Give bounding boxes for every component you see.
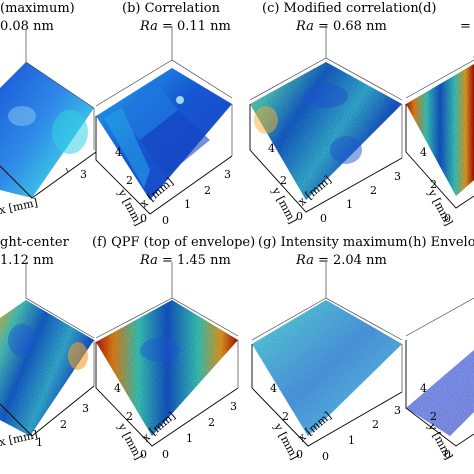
y-tick: 2 bbox=[126, 410, 133, 423]
panel-b-ra: Ra = 0.11 nm bbox=[140, 20, 231, 34]
box-frame bbox=[405, 297, 474, 337]
x-tick: 3 bbox=[224, 168, 231, 181]
box-frame bbox=[25, 262, 95, 339]
y-axis-label: y [mm] bbox=[115, 186, 145, 228]
panel-d-plot bbox=[405, 56, 474, 209]
x-tick: 0 bbox=[162, 448, 169, 461]
x-axis-label: x [mm] bbox=[0, 196, 39, 217]
surface-highlight bbox=[8, 106, 36, 126]
panel-b-title: (b) Correlation bbox=[122, 1, 220, 16]
surface bbox=[96, 300, 238, 436]
ra-value: = 0.11 nm bbox=[161, 19, 231, 34]
y-tick: 0 bbox=[140, 212, 147, 225]
y-tick: 2 bbox=[280, 174, 287, 187]
panel-a-plot bbox=[0, 30, 97, 199]
x-axis-label: x [mm] bbox=[0, 428, 39, 449]
panel-f-title: (f) QPF (top of envelope) bbox=[92, 235, 256, 250]
surface bbox=[250, 62, 402, 200]
x-tick: 0 bbox=[320, 212, 327, 225]
box-frame bbox=[25, 30, 95, 150]
x-tick: 0 bbox=[162, 214, 169, 227]
surface bbox=[406, 64, 474, 196]
y-tick: 2 bbox=[430, 178, 437, 191]
panel-d-title: (d) bbox=[418, 1, 437, 16]
axes bbox=[95, 116, 233, 215]
x-tick: 3 bbox=[82, 402, 89, 415]
x-tick: 3 bbox=[80, 168, 87, 181]
y-tick: 4 bbox=[268, 142, 275, 155]
panel-h-title: (h) Envelo bbox=[408, 235, 474, 250]
x-tick: 3 bbox=[394, 404, 401, 417]
panel-c-plot bbox=[249, 24, 403, 213]
panel-d-ra-value: = bbox=[460, 19, 471, 34]
panel-c-ra: Ra = 0.68 nm bbox=[296, 20, 387, 34]
x-tick: 1 bbox=[184, 198, 191, 211]
ra-value: = 1.45 nm bbox=[161, 253, 231, 268]
y-tick: 0 bbox=[140, 448, 147, 461]
y-tick: 0 bbox=[296, 448, 303, 461]
panel-h-plot bbox=[405, 297, 474, 447]
x-tick: 1 bbox=[346, 198, 353, 211]
y-tick: 4 bbox=[420, 382, 427, 395]
axes bbox=[405, 104, 474, 209]
x-tick: 2 bbox=[208, 416, 215, 429]
ra-symbol: Ra bbox=[296, 19, 314, 34]
y-tick: 0 bbox=[444, 212, 451, 225]
panel-e-plot bbox=[0, 262, 95, 437]
x-axis bbox=[0, 151, 97, 199]
panel-e-title: ght-center bbox=[0, 235, 69, 250]
surface-highlight bbox=[52, 110, 88, 154]
y-axis-label: y [mm] bbox=[271, 420, 301, 462]
surface bbox=[406, 350, 474, 436]
y-tick: 4 bbox=[115, 146, 122, 159]
panel-a-title: (maximum) bbox=[0, 1, 75, 16]
surface bbox=[0, 62, 94, 198]
x-tick: 3 bbox=[230, 400, 237, 413]
ra-value: = 2.04 nm bbox=[317, 253, 387, 268]
x-tick: 2 bbox=[370, 184, 377, 197]
panel-f-plot bbox=[95, 262, 239, 447]
panel-e-ra-value: 1.12 nm bbox=[0, 253, 54, 268]
y-tick: 2 bbox=[430, 410, 437, 423]
x-tick: 1 bbox=[348, 434, 355, 447]
y-tick: 2 bbox=[282, 410, 289, 423]
y-axis-label: y [mm] bbox=[269, 184, 299, 226]
y-axis-label: y [mm] bbox=[425, 186, 455, 228]
y-tick: 4 bbox=[270, 382, 277, 395]
ra-symbol: Ra bbox=[140, 19, 158, 34]
x-tick: 3 bbox=[394, 170, 401, 183]
axes bbox=[95, 342, 239, 447]
y-tick: 2 bbox=[126, 174, 133, 187]
panel-g-ra: Ra = 2.04 nm bbox=[296, 254, 387, 268]
y-axis-label: y [mm] bbox=[115, 420, 145, 462]
axes bbox=[249, 104, 403, 213]
panel-a-ra-value: 0.08 nm bbox=[0, 19, 54, 34]
axes bbox=[405, 340, 474, 447]
panel-g-title: (g) Intensity maximum bbox=[258, 235, 408, 250]
ra-value: = 0.68 nm bbox=[317, 19, 387, 34]
axes bbox=[251, 344, 403, 447]
x-tick: 1 bbox=[186, 432, 193, 445]
box-frame bbox=[405, 59, 474, 99]
panel-b-plot bbox=[95, 26, 233, 215]
ra-symbol: Ra bbox=[140, 253, 158, 268]
panel-f-ra: Ra = 1.45 nm bbox=[140, 254, 231, 268]
surface-bump bbox=[176, 96, 184, 104]
y-tick: 0 bbox=[296, 210, 303, 223]
x-tick: 2 bbox=[60, 418, 67, 431]
x-tick: 0 bbox=[322, 450, 329, 463]
panel-g-plot bbox=[251, 262, 403, 447]
y-tick: 0 bbox=[444, 448, 451, 461]
panel-c-title: (c) Modified correlation bbox=[262, 1, 419, 16]
x-tick: 2 bbox=[204, 184, 211, 197]
x-tick: 2 bbox=[372, 418, 379, 431]
x-axis bbox=[0, 385, 95, 437]
y-tick: 4 bbox=[420, 146, 427, 159]
ra-symbol: Ra bbox=[296, 253, 314, 268]
x-tick: 1 bbox=[36, 436, 43, 449]
y-tick: 4 bbox=[114, 382, 121, 395]
